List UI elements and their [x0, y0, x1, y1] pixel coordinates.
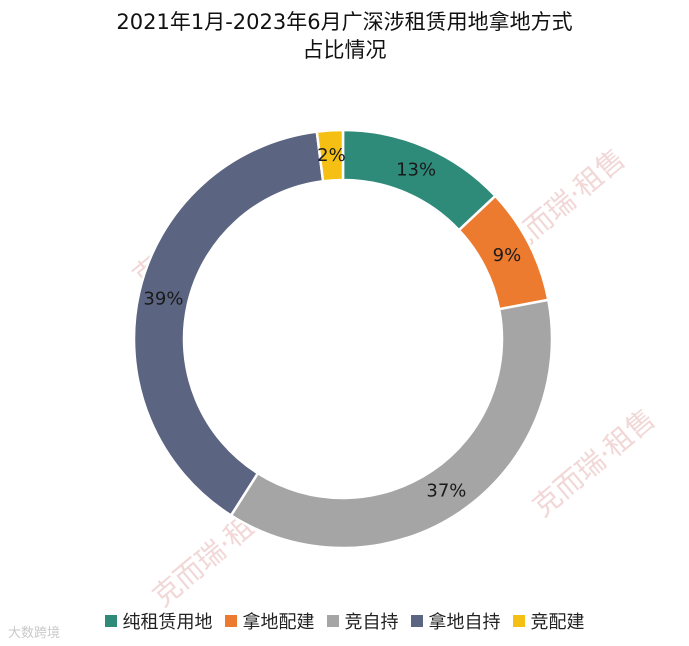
- data-label-4: 39%: [143, 288, 183, 309]
- legend-label: 竞自持: [344, 612, 399, 633]
- chart-title-line2: 占比情况: [302, 38, 387, 62]
- data-label-2: 9%: [493, 245, 522, 266]
- legend-item: 拿地配建: [224, 608, 315, 634]
- watermark-text: 克而瑞·租售: [526, 402, 661, 523]
- legend-label: 拿地自持: [428, 612, 501, 633]
- legend-label: 纯租赁用地: [122, 612, 213, 633]
- legend-label: 竞配建: [530, 612, 585, 633]
- legend-swatch: [104, 615, 117, 627]
- legend-item: 拿地自持: [410, 608, 501, 634]
- watermark-bottom-left: 大数跨境: [8, 626, 61, 641]
- data-label-1: 13%: [396, 160, 436, 181]
- donut-slice-3: [229, 298, 554, 550]
- legend-item: 竞自持: [326, 608, 399, 634]
- donut-slice-4: [132, 130, 325, 517]
- legend-swatch: [512, 615, 525, 627]
- data-label-3: 37%: [426, 481, 466, 502]
- slices-layer: [132, 128, 554, 550]
- legend-item: 竞配建: [512, 608, 585, 634]
- data-label-5: 2%: [317, 145, 346, 166]
- legend: 纯租赁用地 拿地配建 竞自持 拿地自持 竞配建: [0, 608, 689, 634]
- legend-swatch: [326, 615, 339, 627]
- donut-slice-5: [315, 128, 345, 183]
- labels-layer: 13% 9% 37% 39% 2%: [143, 145, 521, 502]
- legend-swatch: [410, 615, 423, 627]
- chart-title-line1: 2021年1月-2023年6月广深涉租赁用地拿地方式: [116, 10, 573, 34]
- legend-label: 拿地配建: [242, 612, 315, 633]
- legend-swatch: [224, 615, 237, 627]
- legend-item: 纯租赁用地: [104, 608, 213, 634]
- chart-title: 2021年1月-2023年6月广深涉租赁用地拿地方式 占比情况: [0, 8, 689, 64]
